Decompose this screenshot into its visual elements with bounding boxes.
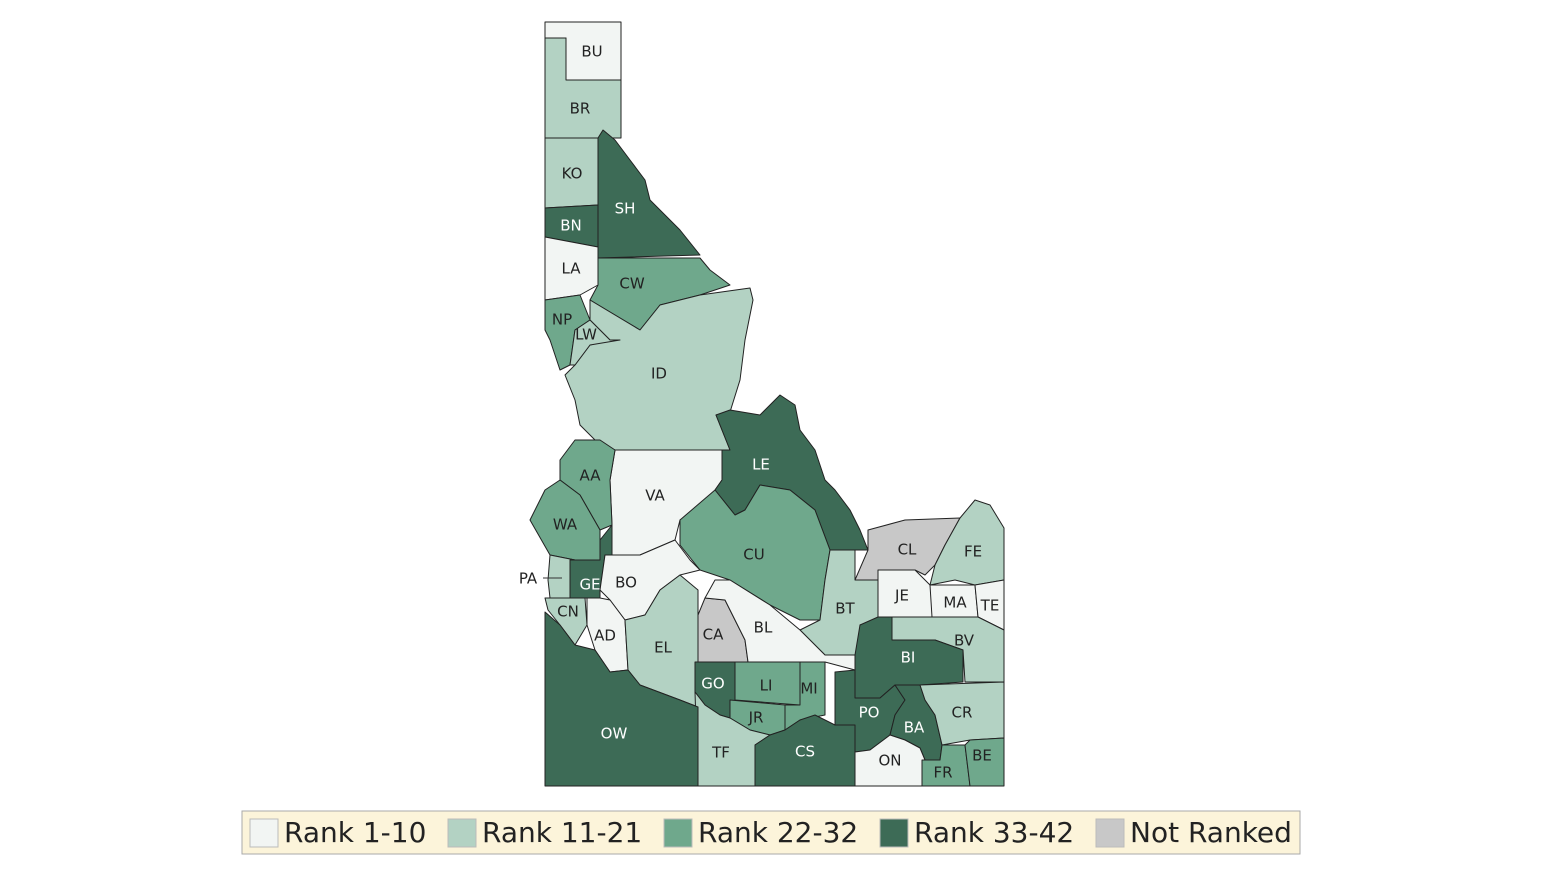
county <box>704 579 856 671</box>
county <box>919 681 1005 746</box>
legend-label: Rank 11-21 <box>482 816 642 849</box>
county-label: PO <box>859 704 880 722</box>
county-label: BT <box>835 600 855 618</box>
county-label: PA <box>519 570 538 588</box>
county-label: CU <box>743 546 764 564</box>
county-label: BL <box>754 619 773 637</box>
county <box>544 236 599 301</box>
county-label: TE <box>980 597 1000 615</box>
county-label: JE <box>894 587 909 605</box>
county-label: GO <box>701 675 724 693</box>
county <box>694 691 771 787</box>
county-label: OW <box>601 725 628 743</box>
legend-label: Rank 33-42 <box>914 816 1074 849</box>
county-label: BU <box>581 43 602 61</box>
county-label: CS <box>795 743 815 761</box>
county-label: ID <box>651 365 667 383</box>
county <box>597 129 701 259</box>
legend-swatch <box>879 818 909 848</box>
county-label: LI <box>760 677 773 695</box>
county-label: BO <box>615 574 637 592</box>
county <box>569 319 621 366</box>
counties <box>529 21 1005 787</box>
legend-swatch <box>447 818 477 848</box>
legend-label: Not Ranked <box>1130 816 1292 849</box>
county-label: LW <box>575 326 597 344</box>
legend-label: Rank 1-10 <box>284 816 426 849</box>
county-label: MA <box>943 594 967 612</box>
county-label: BN <box>560 217 582 235</box>
county-label: JR <box>748 709 764 727</box>
legend-swatch <box>1095 818 1125 848</box>
county-label: BA <box>904 719 925 737</box>
county-label: VA <box>645 487 665 505</box>
county-label: TF <box>711 744 730 762</box>
legend-swatch <box>249 818 279 848</box>
county-label: NP <box>552 311 572 329</box>
county-label: BI <box>901 649 916 667</box>
county-label: FR <box>933 764 952 782</box>
county-label: WA <box>553 516 578 534</box>
county-label: ON <box>878 752 901 770</box>
county-label: AA <box>580 467 602 485</box>
county <box>854 734 926 787</box>
county-label: LA <box>562 260 582 278</box>
county <box>754 714 856 787</box>
county-label: CA <box>703 626 724 644</box>
county-label: EL <box>654 639 672 657</box>
legend-items: Rank 1-10 Rank 11-21 Rank 22-32 Rank 33-42 N… <box>249 816 1292 849</box>
county-label: SH <box>615 200 636 218</box>
legend-swatch <box>663 818 693 848</box>
county <box>559 439 616 531</box>
county <box>964 737 1005 787</box>
county-label: CL <box>898 541 917 559</box>
county <box>544 611 699 787</box>
county-label: FE <box>964 543 982 561</box>
county-label: AD <box>594 627 616 645</box>
legend-label: Rank 22-32 <box>698 816 858 849</box>
county-label: CW <box>619 275 644 293</box>
county-label: GE <box>579 576 600 594</box>
county-label: MI <box>800 680 817 698</box>
county-label: BE <box>972 747 992 765</box>
county-label: LE <box>752 456 770 474</box>
county-label: CN <box>557 603 579 621</box>
county-label: BR <box>570 100 591 118</box>
county-label: CR <box>952 704 973 722</box>
county-label: KO <box>562 165 583 183</box>
county-label: BV <box>954 632 975 650</box>
